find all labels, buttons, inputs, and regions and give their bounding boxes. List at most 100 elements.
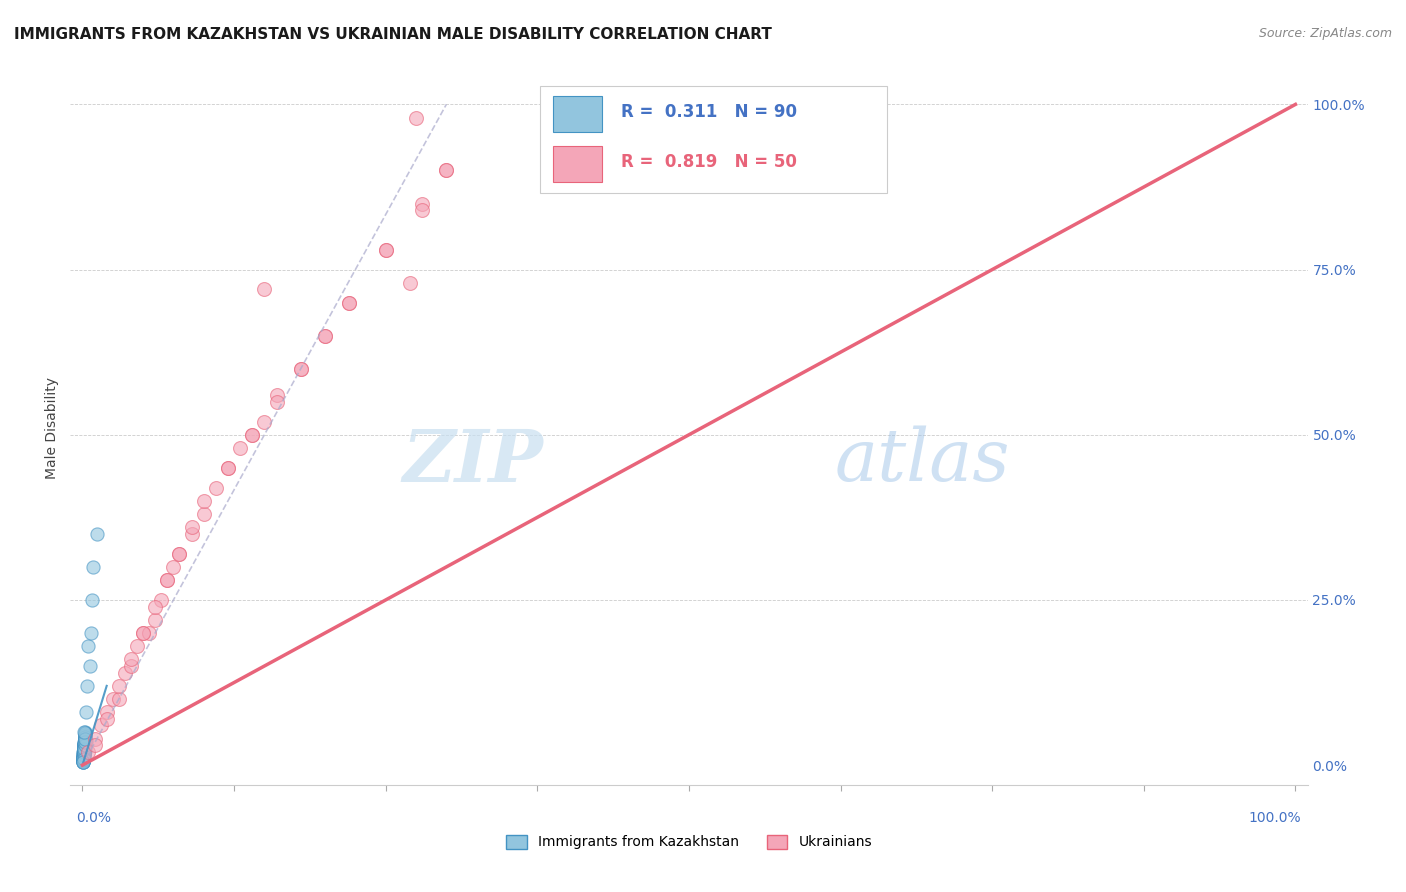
Point: [75, 726, 97, 740]
Point: [180, 527, 202, 541]
Point: [72, 745, 94, 759]
Point: [290, 361, 312, 376]
Point: [169, 547, 191, 561]
Point: [77, 745, 100, 759]
Point: [72, 753, 94, 767]
Point: [180, 520, 202, 534]
Point: [73, 745, 96, 759]
Point: [73, 737, 96, 751]
Point: [73, 741, 96, 756]
Point: [72, 751, 94, 765]
Point: [73, 735, 96, 749]
Point: [76, 679, 98, 693]
Point: [337, 295, 360, 310]
Point: [143, 599, 166, 614]
Point: [72, 753, 94, 767]
Point: [120, 652, 142, 666]
Point: [72, 754, 94, 768]
Point: [83, 731, 105, 746]
Point: [73, 739, 96, 754]
Point: [229, 441, 252, 455]
Point: [72, 754, 94, 768]
Point: [73, 725, 96, 739]
Point: [101, 692, 124, 706]
Point: [75, 735, 97, 749]
Text: R =  0.819   N = 50: R = 0.819 N = 50: [621, 153, 797, 171]
Point: [73, 739, 96, 754]
Point: [72, 746, 94, 760]
Point: [75, 728, 97, 742]
Point: [73, 741, 96, 756]
Point: [73, 731, 96, 746]
Point: [266, 388, 288, 402]
Point: [434, 163, 457, 178]
Point: [169, 547, 191, 561]
Point: [73, 739, 96, 753]
Point: [72, 753, 94, 767]
Text: 0.0%: 0.0%: [76, 812, 111, 825]
Point: [72, 750, 94, 764]
Text: ZIP: ZIP: [402, 425, 543, 497]
Point: [75, 733, 97, 747]
Point: [73, 731, 96, 746]
Point: [73, 739, 96, 753]
Point: [72, 751, 94, 765]
Point: [193, 493, 215, 508]
Point: [73, 739, 96, 753]
Point: [217, 460, 239, 475]
Point: [72, 748, 94, 763]
Point: [434, 163, 457, 178]
Point: [240, 427, 263, 442]
Point: [73, 736, 96, 750]
Point: [75, 731, 97, 746]
Point: [73, 743, 96, 757]
Point: [82, 593, 104, 607]
Point: [73, 731, 96, 746]
Point: [72, 751, 94, 765]
Point: [73, 733, 96, 747]
Point: [73, 735, 96, 749]
Point: [217, 460, 239, 475]
Point: [83, 739, 105, 753]
Text: IMMIGRANTS FROM KAZAKHSTAN VS UKRAINIAN MALE DISABILITY CORRELATION CHART: IMMIGRANTS FROM KAZAKHSTAN VS UKRAINIAN …: [14, 27, 772, 42]
Point: [73, 730, 96, 744]
Point: [75, 728, 97, 742]
Point: [72, 745, 94, 759]
Point: [72, 750, 94, 764]
Point: [411, 196, 433, 211]
Point: [253, 415, 276, 429]
Point: [72, 750, 94, 764]
Point: [73, 745, 96, 759]
Point: [138, 626, 160, 640]
Point: [374, 243, 396, 257]
Point: [72, 752, 94, 766]
Text: R =  0.311   N = 90: R = 0.311 N = 90: [621, 103, 797, 121]
Point: [162, 560, 184, 574]
Point: [72, 751, 94, 765]
Point: [86, 527, 108, 541]
Point: [120, 659, 142, 673]
Point: [132, 626, 155, 640]
Point: [108, 692, 131, 706]
Point: [72, 743, 94, 757]
Point: [132, 626, 155, 640]
Point: [108, 679, 131, 693]
Text: atlas: atlas: [835, 426, 1010, 497]
Point: [75, 706, 97, 720]
Point: [73, 741, 96, 756]
Point: [73, 731, 96, 746]
Point: [72, 747, 94, 762]
Point: [125, 639, 148, 653]
Point: [75, 731, 97, 746]
Point: [80, 626, 103, 640]
Point: [73, 731, 96, 745]
Legend: Immigrants from Kazakhstan, Ukrainians: Immigrants from Kazakhstan, Ukrainians: [506, 835, 872, 849]
Point: [72, 748, 94, 763]
Point: [73, 739, 96, 753]
Point: [73, 741, 96, 756]
Point: [72, 752, 94, 766]
Point: [73, 739, 96, 754]
Point: [205, 481, 228, 495]
Point: [72, 756, 94, 770]
Text: 100.0%: 100.0%: [1249, 812, 1302, 825]
